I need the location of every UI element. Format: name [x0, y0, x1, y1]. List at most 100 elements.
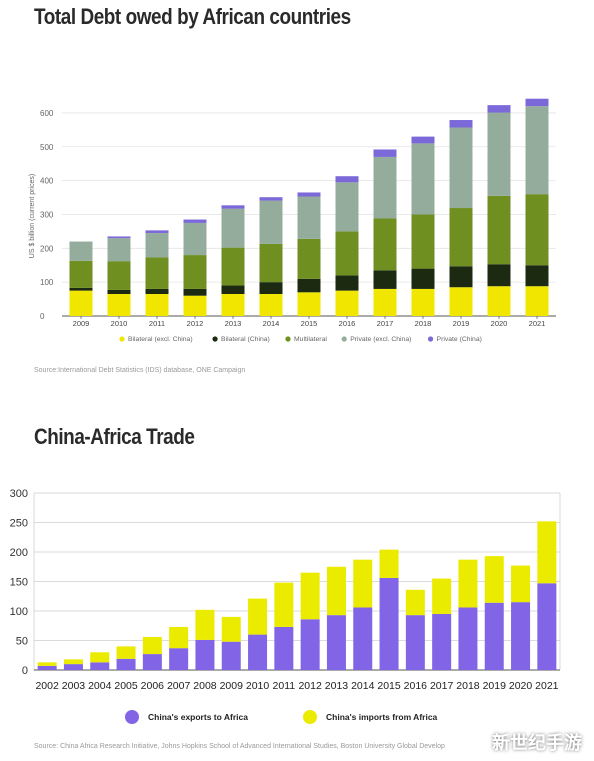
- bar-segment: [221, 208, 245, 248]
- y-tick-label: 250: [10, 518, 28, 530]
- x-tick-label: 2009: [73, 319, 90, 328]
- legend-label: China's exports to Africa: [148, 712, 248, 722]
- y-tick-label: 600: [40, 109, 54, 118]
- bar-segment: [335, 231, 359, 276]
- bar-segment: [487, 195, 511, 265]
- bar-segment: [297, 238, 321, 279]
- bar-segment: [90, 652, 110, 663]
- bar-segment: [487, 112, 511, 196]
- bar-segment: [107, 289, 131, 294]
- bar-segment: [335, 290, 359, 316]
- bar-segment: [373, 218, 397, 271]
- bar-segment: [69, 290, 93, 316]
- x-tick-label: 2020: [509, 680, 533, 692]
- bar-segment: [195, 639, 215, 670]
- bar-segment: [142, 636, 162, 655]
- bar-segment: [373, 288, 397, 316]
- legend-swatch: [285, 336, 291, 342]
- bar-segment: [411, 288, 435, 316]
- bar-segment: [297, 196, 321, 239]
- bar-segment: [183, 255, 207, 289]
- bar-segment: [183, 288, 207, 296]
- x-tick-label: 2013: [225, 319, 242, 328]
- y-tick-label: 200: [10, 547, 28, 559]
- bar-segment: [449, 266, 473, 288]
- bar-segment: [248, 634, 268, 670]
- legend-swatch: [125, 710, 139, 724]
- bar-segment: [373, 156, 397, 219]
- bar-segment: [458, 559, 478, 608]
- x-tick-label: 2020: [491, 319, 508, 328]
- y-tick-label: 400: [40, 177, 54, 186]
- y-tick-label: 0: [22, 665, 28, 677]
- bar-segment: [107, 294, 131, 316]
- bar-segment: [195, 609, 215, 640]
- bar-segment: [259, 243, 283, 283]
- bar-segment: [248, 598, 268, 635]
- bar-segment: [405, 589, 425, 616]
- legend-label: China's imports from Africa: [326, 712, 438, 722]
- bar-segment: [107, 261, 131, 290]
- bar-segment: [511, 565, 531, 603]
- bar-segment: [221, 285, 245, 294]
- legend-swatch: [427, 336, 434, 342]
- legend-label: Bilateral (China): [221, 336, 270, 343]
- bar-segment: [221, 247, 245, 286]
- x-tick-label: 2019: [483, 680, 507, 692]
- bar-segment: [297, 292, 321, 316]
- bar-segment: [379, 577, 399, 670]
- x-tick-label: 2011: [149, 319, 165, 328]
- legend-swatch: [341, 336, 347, 342]
- y-tick-label: 300: [10, 488, 28, 500]
- chart2-title: China-Africa Trade: [34, 424, 195, 449]
- bar-segment: [525, 194, 549, 266]
- bar-segment: [183, 295, 207, 316]
- y-tick-label: 50: [16, 636, 28, 648]
- bar-segment: [487, 286, 511, 316]
- bar-segment: [63, 659, 83, 665]
- bar-segment: [449, 287, 473, 316]
- x-tick-label: 2021: [535, 680, 559, 692]
- chart2-source: Source: China Africa Research Initiative…: [34, 743, 445, 750]
- y-tick-label: 100: [10, 606, 28, 618]
- bar-segment: [37, 665, 57, 670]
- bar-segment: [484, 602, 504, 670]
- bar-segment: [353, 607, 373, 670]
- bar-segment: [169, 626, 189, 649]
- x-tick-label: 2014: [263, 319, 280, 328]
- x-tick-label: 2015: [301, 319, 318, 328]
- bar-segment: [69, 287, 93, 291]
- legend-label: Private (China): [437, 336, 482, 343]
- bar-segment: [63, 664, 83, 670]
- bar-segment: [221, 616, 241, 642]
- x-tick-label: 2019: [453, 319, 470, 328]
- x-tick-label: 2011: [273, 680, 296, 692]
- bar-segment: [107, 238, 131, 262]
- y-tick-label: 100: [40, 278, 54, 287]
- bar-segment: [326, 566, 346, 616]
- bar-segment: [405, 615, 425, 670]
- bar-segment: [107, 236, 131, 239]
- bar-segment: [449, 127, 473, 209]
- bar-segment: [511, 602, 531, 670]
- bar-segment: [379, 549, 399, 578]
- bar-segment: [142, 654, 162, 670]
- bar-segment: [432, 578, 452, 614]
- bar-segment: [69, 241, 93, 261]
- bar-segment: [432, 613, 452, 670]
- x-tick-label: 2017: [377, 319, 394, 328]
- bar-segment: [145, 288, 169, 294]
- bar-segment: [335, 182, 359, 232]
- x-tick-label: 2021: [529, 319, 546, 328]
- bar-segment: [274, 582, 294, 627]
- debt-chart: 0 100 200 300 400 500 600 US $ billion (current…: [29, 98, 556, 343]
- bar-segment: [116, 658, 136, 670]
- bar-segment: [537, 521, 557, 584]
- bar-segment: [259, 282, 283, 294]
- bar-segment: [326, 615, 346, 670]
- bar-segment: [259, 197, 283, 201]
- bar-segment: [487, 264, 511, 287]
- legend-swatch: [119, 336, 125, 342]
- bar-segment: [373, 270, 397, 289]
